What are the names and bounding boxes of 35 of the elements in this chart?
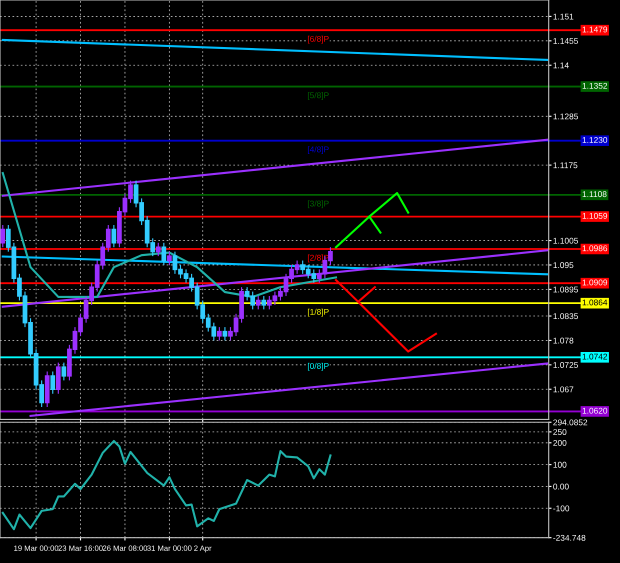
ref-line-label: 1.1352: [582, 82, 608, 89]
y-tick-label: 1.14: [554, 62, 569, 68]
y-tick-label: 1.0835: [554, 313, 578, 320]
ref-line-label: 1.0909: [582, 280, 608, 286]
y-tick-label: 1.1005: [554, 238, 578, 244]
y-tick-label: 100: [554, 462, 566, 468]
y-tick-label: 200: [553, 440, 566, 446]
y-tick-label: -234.748: [553, 534, 586, 541]
y-tick-label: 1.1175: [554, 162, 578, 168]
y-tick-label: 1.0895: [554, 286, 578, 292]
ref-line-label: 1.1108: [582, 191, 607, 198]
annotation: [0/8]P: [308, 362, 329, 371]
annotation: [3/8]P: [308, 200, 329, 208]
y-tick-label: 1.095: [554, 262, 574, 268]
ref-line-label: 1.1230: [582, 137, 608, 143]
y-tick-label: 0.00: [553, 484, 569, 490]
ref-line-label: 1.0620: [582, 408, 608, 414]
y-tick-label: 1.067: [554, 386, 574, 392]
y-tick-label: 1.0725: [554, 362, 578, 368]
annotation: [5/8]P: [308, 92, 329, 100]
y-tick-label: 1.1285: [554, 113, 578, 120]
y-tick-label: 1.151: [554, 14, 574, 20]
annotation: [6/8]P: [308, 36, 329, 44]
annotation: [1/8]P: [308, 308, 329, 316]
y-tick-label: 1.078: [554, 338, 574, 344]
annotation: [4/8]P: [308, 146, 329, 154]
y-tick-label: 1.1455: [554, 38, 578, 44]
y-tick-label: 294.0852: [553, 419, 588, 426]
ref-line-label: 1.0864: [582, 299, 608, 306]
ref-line-label: 1.1059: [582, 212, 608, 219]
ref-line-label: 1.0742: [582, 354, 608, 360]
ref-line-label: 1.1479: [582, 26, 608, 32]
y-tick-label: 250: [553, 429, 566, 435]
y-tick-label: -100: [553, 505, 570, 512]
ref-line-label: 1.0986: [582, 245, 608, 252]
